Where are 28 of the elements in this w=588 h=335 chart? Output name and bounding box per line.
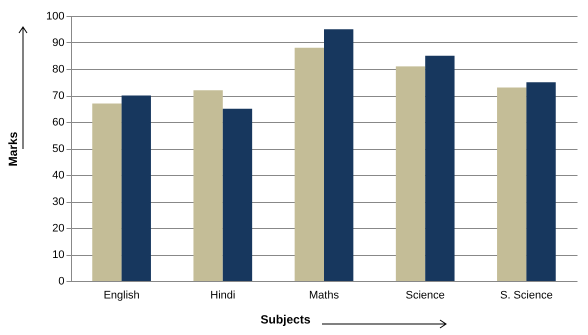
- y-tick-label: 40: [52, 170, 64, 182]
- y-tick-label: 100: [46, 10, 64, 22]
- x-tick-label: S. Science: [500, 290, 553, 302]
- y-tick-label: 60: [52, 116, 64, 128]
- y-tick-label: 70: [52, 90, 64, 102]
- bar: [92, 103, 122, 281]
- bar: [324, 29, 354, 281]
- bar: [396, 66, 426, 281]
- x-tick-label: Maths: [309, 290, 340, 302]
- bar: [526, 82, 556, 281]
- y-tick-label: 90: [52, 37, 64, 49]
- bar: [122, 96, 151, 281]
- bar: [497, 88, 526, 281]
- x-tick-label: Science: [406, 290, 445, 302]
- y-tick-label: 30: [52, 196, 64, 208]
- bar: [425, 56, 455, 281]
- y-tick-label: 80: [52, 64, 64, 76]
- y-tick-label: 20: [52, 222, 64, 234]
- bar: [193, 90, 223, 281]
- x-axis-title: Subjects: [260, 312, 311, 326]
- y-tick-label: 0: [58, 276, 64, 288]
- bar: [222, 108, 252, 281]
- y-tick-label: 50: [52, 143, 64, 155]
- bar: [294, 48, 324, 281]
- y-tick-label: 10: [52, 249, 64, 261]
- y-axis-title: Marks: [6, 131, 20, 166]
- x-tick-label: English: [104, 290, 140, 302]
- x-tick-label: Hindi: [210, 290, 236, 302]
